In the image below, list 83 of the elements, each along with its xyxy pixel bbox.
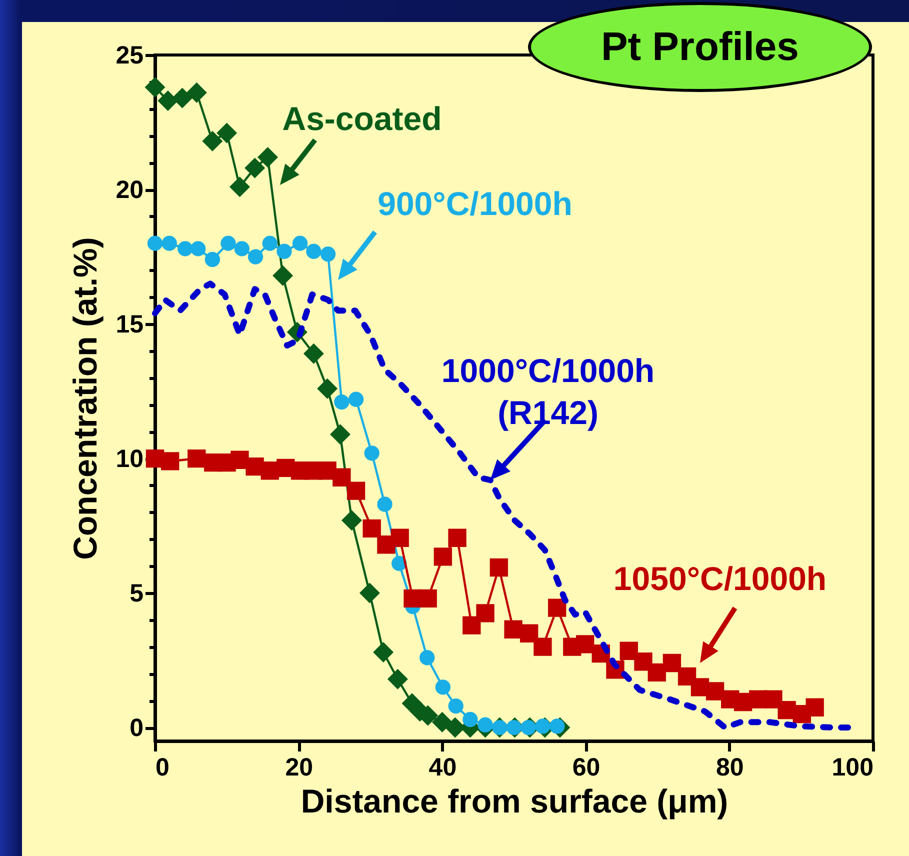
point (634, 652, 652, 671)
point (341, 510, 362, 531)
annotation: As-coated (282, 100, 442, 137)
point (806, 698, 824, 716)
point (178, 241, 193, 256)
x-tick-label: 0 (156, 754, 170, 782)
point (448, 698, 464, 714)
point (764, 690, 782, 708)
point (390, 528, 409, 547)
point (478, 717, 493, 732)
y-tick-label: 10 (116, 445, 144, 474)
point (520, 720, 536, 736)
point (434, 548, 452, 566)
point (334, 394, 350, 410)
point (162, 236, 177, 251)
x-tick-label: 100 (832, 754, 874, 782)
point (272, 265, 294, 286)
point (144, 77, 166, 98)
annotation: 1000°C/1000h (R142) (441, 352, 655, 431)
point (220, 236, 236, 251)
point (490, 558, 508, 577)
x-tick-label: 40 (428, 754, 457, 782)
point (706, 682, 724, 700)
point (330, 424, 350, 445)
point (373, 642, 394, 662)
point (462, 712, 478, 728)
point (648, 663, 666, 682)
x-tick-label: 20 (285, 754, 314, 782)
point (432, 712, 452, 732)
point (346, 482, 366, 500)
point (202, 130, 223, 152)
point (476, 604, 494, 622)
point (276, 244, 292, 259)
point (244, 158, 266, 178)
point (418, 589, 437, 608)
point (364, 446, 380, 461)
point (303, 343, 324, 364)
point (234, 241, 250, 256)
point (448, 528, 466, 547)
point (534, 638, 552, 656)
point (317, 378, 338, 399)
point (186, 82, 207, 103)
point (435, 680, 450, 695)
annotation: 900°C/1000h (378, 185, 572, 222)
point (549, 718, 565, 734)
point (262, 236, 278, 251)
x-tick-label: 80 (716, 754, 744, 782)
point (662, 654, 682, 672)
point (158, 90, 178, 111)
point (548, 598, 566, 617)
x-axis-title: Distance from surface (μm) (300, 782, 728, 820)
y-tick-label: 25 (116, 42, 144, 70)
point (306, 244, 322, 259)
point (359, 582, 380, 604)
point (320, 246, 336, 262)
point (462, 616, 481, 634)
point (216, 122, 238, 144)
point (377, 496, 392, 512)
y-tick-label: 5 (130, 580, 144, 608)
point (257, 146, 278, 168)
point (204, 252, 220, 268)
point (160, 452, 180, 470)
y-axis-title: Concentration (at.%) (66, 237, 104, 560)
point (362, 519, 381, 538)
point (188, 449, 206, 468)
point (520, 624, 538, 642)
x-tick-label: 60 (572, 754, 600, 782)
point (420, 650, 435, 666)
annotation: 1050°C/1000h (613, 560, 827, 597)
point (535, 718, 550, 734)
point (147, 236, 163, 251)
y-tick-label: 15 (116, 310, 144, 339)
point (172, 88, 193, 108)
y-tick-label: 20 (116, 176, 144, 204)
point (190, 241, 206, 256)
point (248, 249, 264, 264)
y-tick-label: 0 (130, 714, 144, 742)
point (348, 392, 364, 407)
point (387, 668, 408, 690)
point (229, 176, 250, 198)
point (576, 635, 594, 654)
point (292, 236, 308, 251)
point (332, 468, 351, 486)
